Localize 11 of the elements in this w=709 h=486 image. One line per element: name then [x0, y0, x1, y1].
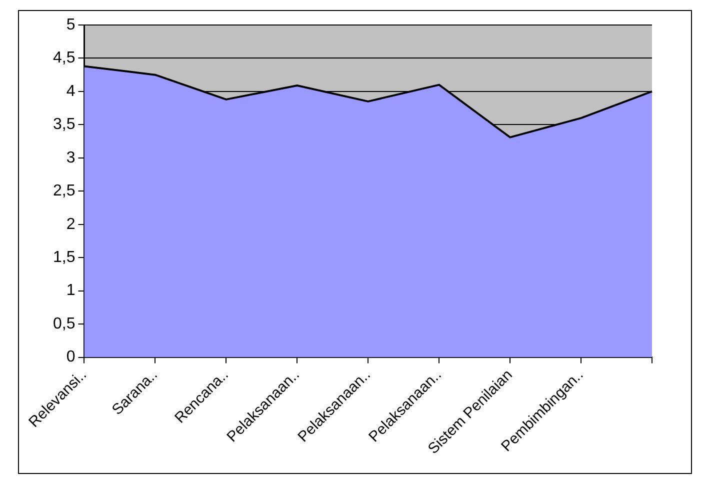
- y-tick-label: 5: [66, 16, 76, 34]
- y-tick-label: 1: [66, 282, 76, 300]
- y-tick-label: 0,5: [52, 315, 76, 332]
- y-tick-label: 1,5: [52, 248, 76, 266]
- y-tick-label: 4: [66, 82, 76, 100]
- y-tick-label: 2,5: [52, 182, 76, 200]
- y-tick-label: 3,5: [52, 116, 76, 134]
- y-tick-label: 4,5: [52, 50, 76, 67]
- y-tick-label: 2: [66, 216, 76, 233]
- y-tick-label: 0: [66, 348, 76, 366]
- y-tick-label: 3: [66, 149, 76, 166]
